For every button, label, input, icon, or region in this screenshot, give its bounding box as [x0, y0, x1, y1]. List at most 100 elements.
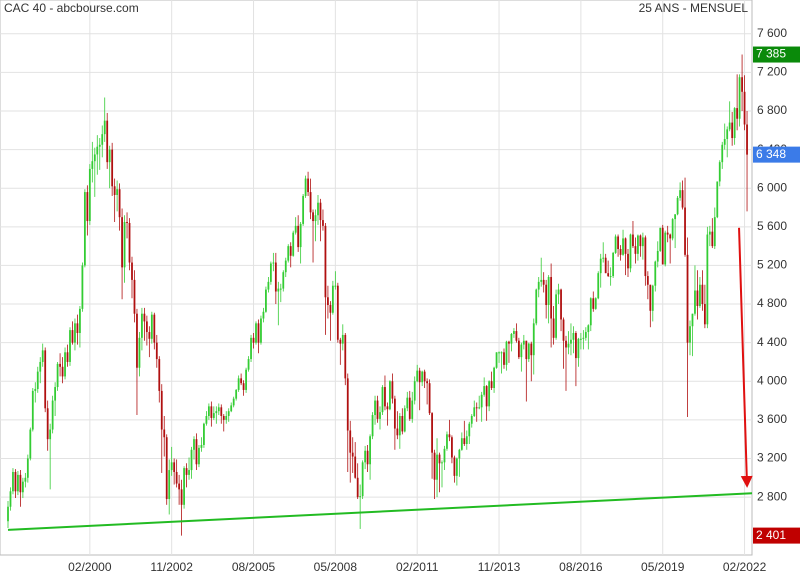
candle-body [718, 162, 721, 182]
price-label: 7 385 [756, 47, 786, 61]
candle-body [629, 234, 632, 269]
candle-body [222, 416, 225, 420]
candle-body [83, 192, 86, 266]
candle-body [398, 416, 401, 436]
candle-body [614, 236, 617, 253]
candle-body [664, 232, 667, 265]
candle-body [322, 220, 324, 226]
x-tick-label: 05/2008 [314, 560, 358, 574]
x-tick-label: 02/2011 [396, 560, 439, 574]
price-label: 6 348 [756, 147, 786, 161]
candle-body [108, 149, 111, 163]
candle-body [245, 369, 247, 390]
candle-body [136, 313, 138, 368]
candle-body [669, 234, 672, 239]
candle-body [101, 134, 104, 145]
candle-body [567, 343, 570, 348]
candle-body [210, 406, 213, 418]
candle-body [713, 217, 716, 247]
chart-title: CAC 40 - abcbourse.com [4, 1, 139, 15]
candle-body [478, 407, 481, 409]
candle-body [540, 279, 543, 282]
candle-body [329, 305, 332, 313]
y-tick-label: 5 600 [757, 219, 787, 233]
candle-body [153, 314, 156, 343]
candle-body [508, 341, 510, 344]
candle-body [205, 416, 208, 424]
overlays [7, 227, 753, 531]
candle-body [441, 462, 443, 464]
candle-body [7, 506, 9, 522]
candle-body [46, 408, 49, 440]
candle-body [225, 416, 228, 420]
y-tick-label: 7 200 [757, 65, 787, 79]
candle-body [71, 330, 74, 343]
candle-body [498, 352, 500, 354]
candle-body [91, 161, 94, 169]
candle-body [455, 458, 458, 476]
candle-body [641, 237, 644, 247]
candle-body [572, 333, 575, 340]
candle-body [617, 236, 619, 250]
candle-body [304, 178, 307, 196]
candle-body [81, 265, 84, 309]
candle-body [351, 452, 354, 457]
y-tick-label: 4 000 [757, 373, 787, 387]
candle-body [592, 298, 595, 309]
candle-body [527, 343, 530, 360]
candle-body [607, 273, 610, 277]
candle-body [168, 470, 171, 500]
candle-body [79, 308, 81, 333]
candle-body [711, 231, 714, 247]
candle-body [190, 449, 193, 471]
candle-body [359, 496, 362, 498]
candle-body [649, 284, 652, 311]
candle-body [212, 413, 215, 418]
candle-body [294, 225, 297, 233]
candle-body [165, 437, 168, 500]
candle-body [421, 371, 424, 383]
x-tick-label: 05/2019 [641, 560, 685, 574]
candle-body [594, 298, 597, 309]
candle-body [535, 289, 538, 324]
candle-body [9, 491, 12, 507]
candle-body [371, 415, 374, 437]
candle-body [522, 340, 525, 345]
candle-body [716, 181, 719, 218]
candle-body [41, 350, 44, 362]
candle-body [552, 318, 555, 338]
candle-body [59, 363, 61, 367]
candle-body [34, 388, 37, 391]
candle-body [622, 238, 624, 255]
candle-body [262, 311, 265, 319]
candle-body [180, 489, 183, 505]
candle-body [220, 407, 223, 417]
candle-body [679, 190, 681, 198]
candle-body [279, 288, 282, 290]
candle-body [475, 407, 478, 409]
candle-body [418, 370, 421, 383]
candle-body [490, 381, 493, 389]
candle-body [547, 277, 550, 306]
candle-body [599, 258, 602, 274]
candle-body [659, 227, 662, 251]
candle-body [44, 350, 47, 409]
candle-body [339, 339, 342, 344]
candle-body [272, 262, 275, 264]
candle-body [155, 342, 158, 360]
candle-body [74, 323, 76, 343]
candle-body [612, 252, 615, 277]
candle-body [557, 289, 560, 295]
y-tick-label: 3 200 [757, 451, 787, 465]
candle-body [143, 313, 146, 322]
candle-body [287, 246, 290, 261]
y-tick-label: 7 600 [757, 26, 787, 40]
arrow [738, 227, 753, 488]
candle-body [731, 122, 734, 139]
candle-body [446, 434, 448, 449]
candle-body [411, 400, 414, 419]
candle-body [587, 325, 590, 333]
candle-body [448, 434, 451, 438]
candle-body [14, 471, 17, 492]
plot-area [0, 0, 753, 556]
